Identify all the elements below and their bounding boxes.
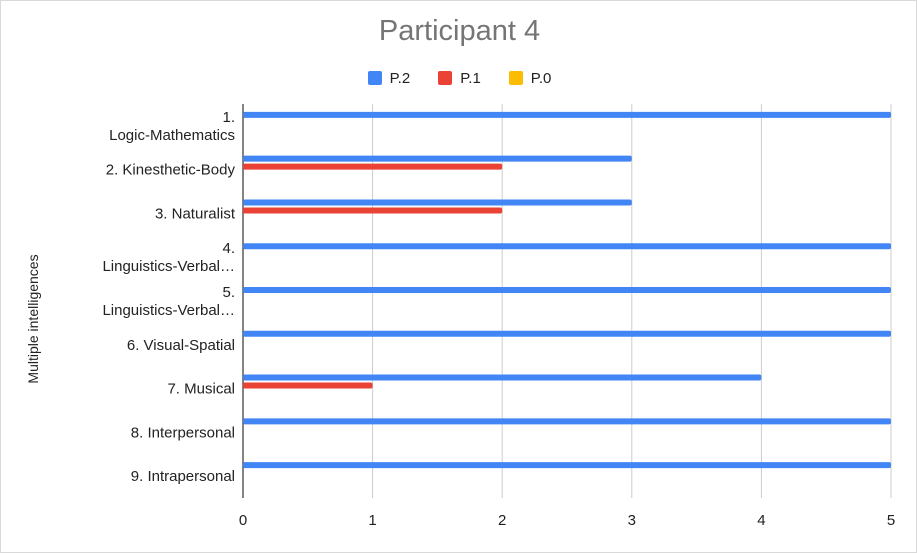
legend-label-p0: P.0 bbox=[530, 69, 552, 87]
legend-swatch-p1 bbox=[438, 71, 453, 85]
x-tick-label-4: 4 bbox=[757, 512, 765, 529]
legend-swatch-p0 bbox=[508, 71, 523, 85]
x-tick-label-2: 2 bbox=[498, 512, 506, 529]
bar-p2-cat-8[interactable] bbox=[243, 418, 891, 425]
legend-item-p1[interactable]: P.1 bbox=[438, 70, 481, 87]
chart-title: Participant 4 bbox=[378, 15, 541, 47]
legend-swatch-p2 bbox=[367, 71, 382, 85]
category-label-5-line-2: Linguistics-Verbal… bbox=[102, 302, 235, 319]
bar-p2-cat-2[interactable] bbox=[243, 155, 632, 162]
x-tick-label-0: 0 bbox=[239, 512, 247, 529]
x-tick-label-3: 3 bbox=[628, 512, 636, 529]
bar-p2-cat-9[interactable] bbox=[243, 462, 891, 469]
bar-p2-cat-1[interactable] bbox=[243, 111, 891, 118]
bar-p1-cat-7[interactable] bbox=[243, 382, 373, 389]
legend-item-p2[interactable]: P.2 bbox=[367, 69, 411, 87]
category-label-2: 2. Kinesthetic-Body bbox=[106, 162, 236, 179]
category-label-4-line-1: 4. bbox=[222, 240, 235, 257]
bar-p2-cat-3[interactable] bbox=[243, 199, 632, 206]
bar-p2-cat-7[interactable] bbox=[243, 374, 762, 381]
category-label-3: 3. Naturalist bbox=[155, 205, 236, 222]
bar-p1-cat-2[interactable] bbox=[243, 163, 503, 170]
x-tick-label-5: 5 bbox=[887, 512, 895, 529]
legend: P.2 P.1 P.0 bbox=[1, 66, 917, 90]
category-label-4-line-2: Linguistics-Verbal… bbox=[102, 258, 235, 275]
category-label-1-line-1: 1. bbox=[222, 109, 235, 126]
category-label-5-line-1: 5. bbox=[222, 284, 235, 301]
bar-p2-cat-5[interactable] bbox=[243, 287, 891, 293]
category-label-6: 6. Visual-Spatial bbox=[127, 337, 235, 354]
legend-item-p0[interactable]: P.0 bbox=[508, 69, 552, 87]
bar-p1-cat-3[interactable] bbox=[243, 207, 503, 214]
category-label-7: 7. Musical bbox=[167, 381, 235, 398]
category-label-1-line-2: Logic-Mathematics bbox=[109, 127, 235, 144]
legend-label-p1: P.1 bbox=[460, 69, 481, 87]
bar-p2-cat-4[interactable] bbox=[243, 243, 891, 250]
bar-p2-cat-6[interactable] bbox=[243, 330, 891, 337]
legend-label-p2: P.2 bbox=[389, 69, 411, 87]
category-label-8: 8. Interpersonal bbox=[131, 424, 235, 441]
category-label-9: 9. Intrapersonal bbox=[131, 468, 235, 485]
x-tick-label-1: 1 bbox=[368, 512, 376, 529]
